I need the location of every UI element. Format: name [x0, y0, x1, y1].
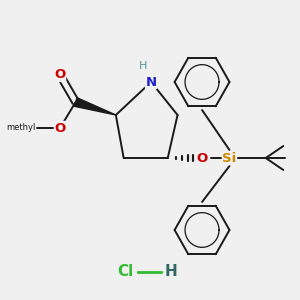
- Polygon shape: [74, 98, 116, 115]
- Text: methyl: methyl: [6, 124, 35, 133]
- Text: H: H: [139, 61, 148, 71]
- Text: Si: Si: [222, 152, 237, 164]
- Text: Cl: Cl: [118, 265, 134, 280]
- Text: O: O: [54, 68, 66, 82]
- Text: O: O: [196, 152, 208, 164]
- Text: H: H: [164, 265, 177, 280]
- Text: O: O: [54, 122, 66, 134]
- Text: N: N: [146, 76, 157, 88]
